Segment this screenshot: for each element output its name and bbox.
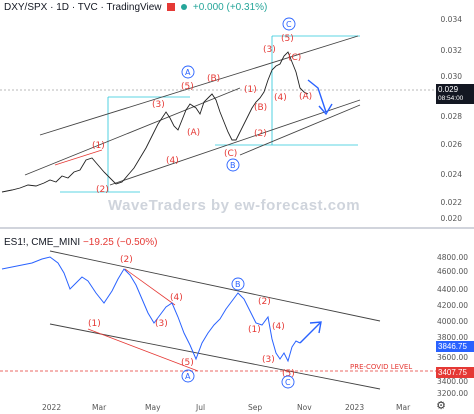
top-provider: TradingView — [106, 2, 162, 13]
bottom-y-tick: 3400.00 — [436, 377, 468, 386]
wave-4-b: (4) — [274, 93, 287, 103]
es-wave-3b: (3) — [262, 355, 275, 365]
x-tick: Mar — [396, 403, 411, 412]
es-circled-A: A — [185, 372, 191, 381]
top-chart-canvas: (1) (2) (3) (4) (5) (A) (B) (C) (1) (2) … — [0, 17, 440, 195]
wave-C-a: (C) — [224, 149, 237, 159]
wave-1-a: (1) — [92, 141, 105, 151]
top-y-tick: 0.022 — [440, 198, 462, 207]
top-y-tick: 0.028 — [440, 112, 462, 121]
es-wave-2b: (2) — [258, 297, 271, 307]
wave-circled-C: C — [286, 20, 292, 29]
wave-c-extra: (C) — [288, 53, 301, 63]
bottom-exchange: CME_MINI — [31, 237, 81, 248]
es-wave-5: (5) — [181, 358, 194, 368]
bottom-y-tick: 4800.00 — [436, 253, 468, 262]
level-price-tag: 3407.75 — [436, 367, 474, 378]
top-legend: DXY/SPX · 1D · TVC · TradingView +0.000 … — [4, 2, 268, 13]
wave-circled-A: A — [185, 68, 191, 77]
x-tick: May — [145, 403, 161, 412]
wave-3-a: (3) — [152, 100, 165, 110]
tradingview-icon — [167, 3, 176, 12]
es-wave-1: (1) — [88, 319, 101, 329]
top-interval: 1D — [56, 2, 70, 13]
top-y-tick: 0.020 — [440, 214, 462, 223]
wave-1-b: (1) — [244, 85, 257, 95]
bottom-y-tick: 4400.00 — [436, 285, 468, 294]
bottom-chart-canvas: (2) (1) (3) (4) (5) (2) (1) (4) (3) (5) … — [0, 250, 440, 390]
bottom-chart-pane[interactable]: ES1!, CME_MINI −19.25 (−0.50%) (2) (1) (… — [0, 229, 474, 414]
bottom-legend: ES1!, CME_MINI −19.25 (−0.50%) — [4, 237, 158, 248]
wave-A-a: (A) — [187, 128, 200, 138]
wave-a-extra: (A) — [299, 92, 312, 102]
x-tick: Sep — [248, 403, 263, 412]
top-chart-pane[interactable]: DXY/SPX · 1D · TVC · TradingView +0.000 … — [0, 0, 474, 227]
green-status-dot — [181, 4, 188, 10]
x-tick: Nov — [297, 403, 312, 412]
top-source: TVC — [77, 2, 98, 13]
bottom-y-tick: 4600.00 — [436, 267, 468, 276]
top-y-tick: 0.026 — [440, 140, 462, 149]
wave-B-a: (B) — [207, 74, 220, 84]
top-price-time: 08:54:00 — [438, 95, 464, 102]
x-tick: Jul — [196, 403, 206, 412]
wave-2-b: (2) — [254, 129, 267, 139]
wave-4-a: (4) — [166, 156, 179, 166]
es-circled-B: B — [235, 280, 241, 289]
x-tick: 2023 — [345, 403, 365, 412]
wave-5-b: (5) — [281, 34, 294, 44]
bottom-y-tick: 3200.00 — [436, 389, 468, 398]
top-price-tag: 0.029 08:54:00 — [436, 84, 474, 104]
bottom-price-tag: 3846.75 — [436, 341, 474, 352]
x-tick: 2022 — [42, 403, 62, 412]
es-wave-5b: (5) — [282, 369, 295, 379]
es-wave-1b: (1) — [248, 325, 261, 335]
pane-separator[interactable] — [0, 227, 474, 229]
top-price-value: 0.029 — [438, 85, 459, 94]
top-change: +0.000 (+0.31%) — [192, 2, 268, 13]
top-y-tick: 0.024 — [440, 170, 462, 179]
es-circled-C: C — [285, 378, 291, 387]
wave-2-a: (2) — [96, 185, 109, 195]
es-wave-2: (2) — [120, 255, 133, 265]
gear-icon[interactable]: ⚙ — [436, 400, 446, 412]
bottom-y-tick: 3800.00 — [436, 333, 468, 342]
top-symbol[interactable]: DXY/SPX — [4, 2, 48, 13]
top-y-tick: 0.034 — [440, 15, 462, 24]
bottom-y-tick: 4000.00 — [436, 317, 468, 326]
bottom-y-tick: 4200.00 — [436, 301, 468, 310]
bottom-symbol[interactable]: ES1! — [4, 237, 26, 248]
es-wave-4: (4) — [170, 293, 183, 303]
wave-3-b: (3) — [263, 45, 276, 55]
watermark: WaveTraders by ew-forecast.com — [108, 197, 361, 214]
bottom-change: −19.25 (−0.50%) — [82, 237, 158, 248]
es-wave-3: (3) — [155, 319, 168, 329]
top-y-tick: 0.032 — [440, 46, 462, 55]
wave-circled-B: B — [230, 161, 236, 170]
es-wave-4b: (4) — [272, 322, 285, 332]
wave-5-a: (5) — [181, 82, 194, 92]
wave-b-extra: (B) — [254, 103, 267, 113]
x-tick: Mar — [92, 403, 107, 412]
pre-covid-label: PRE-COVID LEVEL — [350, 363, 412, 371]
bottom-y-tick: 3600.00 — [436, 353, 468, 362]
top-y-tick: 0.030 — [440, 72, 462, 81]
